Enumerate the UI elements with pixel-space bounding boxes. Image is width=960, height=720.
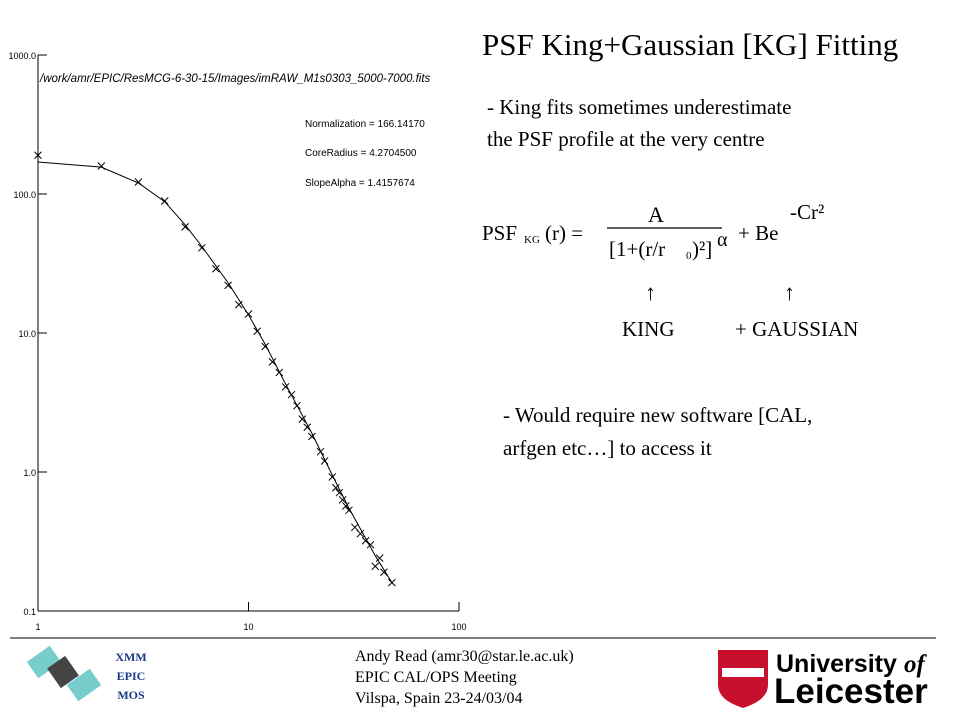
formula: A [648, 202, 664, 227]
data-point [235, 300, 243, 309]
label: KING [622, 317, 675, 341]
university: University [776, 650, 897, 678]
y-tick-label: 100.0 [13, 190, 36, 200]
arrow: ↑ [784, 280, 795, 305]
arrow: ↑ [645, 280, 656, 305]
y-tick-label: 1000.0 [8, 51, 36, 61]
formula: 0 [686, 250, 692, 262]
formula: -Cr² [790, 200, 824, 224]
chart: /work/amr/EPIC/ResMCG-6-30-15/Images/imR… [8, 51, 466, 632]
x-tick-label: 10 [243, 622, 253, 632]
bullet: arfgen etc…] to access it [503, 436, 712, 460]
university: of [904, 651, 928, 678]
y-tick-label: 1.0 [23, 468, 36, 478]
satellite-icon [26, 645, 102, 702]
university: Leicester [774, 672, 928, 711]
data-point [224, 281, 232, 290]
data-point [331, 483, 340, 492]
x-tick-label: 1 [35, 622, 40, 632]
formula: [1+(r/r [609, 237, 665, 261]
data-point [34, 151, 42, 160]
annotation: CoreRadius = 4.2704500 [305, 148, 417, 159]
formula: + Be [738, 221, 778, 245]
formula: KG [524, 234, 540, 246]
fit-line [37, 161, 393, 583]
chart-note: /work/amr/EPIC/ResMCG-6-30-15/Images/imR… [39, 73, 431, 85]
y-tick-label: 0.1 [23, 607, 36, 617]
formula: PSF [482, 221, 517, 245]
data-point [375, 554, 384, 563]
y-tick-label: 10.0 [18, 329, 36, 339]
university-shield [718, 650, 768, 708]
bullet: - King fits sometimes underestimate [487, 95, 791, 119]
data-point [181, 223, 189, 231]
mission: XMM [115, 650, 146, 664]
slide-title: PSF King+Gaussian [KG] Fitting [482, 27, 898, 62]
data-point [160, 197, 169, 205]
label: + GAUSSIAN [735, 317, 858, 341]
data-point [298, 415, 307, 424]
data-point [212, 264, 220, 273]
data-point [335, 488, 344, 497]
annotation: SlopeAlpha = 1.4157674 [305, 178, 415, 189]
data-point [371, 562, 380, 571]
annotation: Normalization = 166.14170 [305, 119, 425, 130]
data-point [380, 568, 388, 577]
formula: (r) = [545, 221, 583, 245]
data-point [341, 502, 350, 510]
footer: Andy Read (amr30@star.le.ac.uk) [355, 648, 574, 665]
data-point [350, 523, 359, 532]
footer: EPIC CAL/OPS Meeting [355, 669, 517, 686]
mission: EPIC [117, 669, 146, 683]
x-tick-label: 100 [451, 622, 466, 632]
formula: α [717, 229, 728, 251]
mission: MOS [117, 688, 145, 702]
data-point [338, 496, 347, 504]
formula: )²] [692, 237, 712, 261]
bullet: the PSF profile at the very centre [487, 127, 765, 151]
footer: Vilspa, Spain 23-24/03/04 [355, 690, 522, 707]
data-point [268, 358, 277, 366]
bullet: - Would require new software [CAL, [503, 403, 812, 427]
data-point [356, 529, 365, 538]
